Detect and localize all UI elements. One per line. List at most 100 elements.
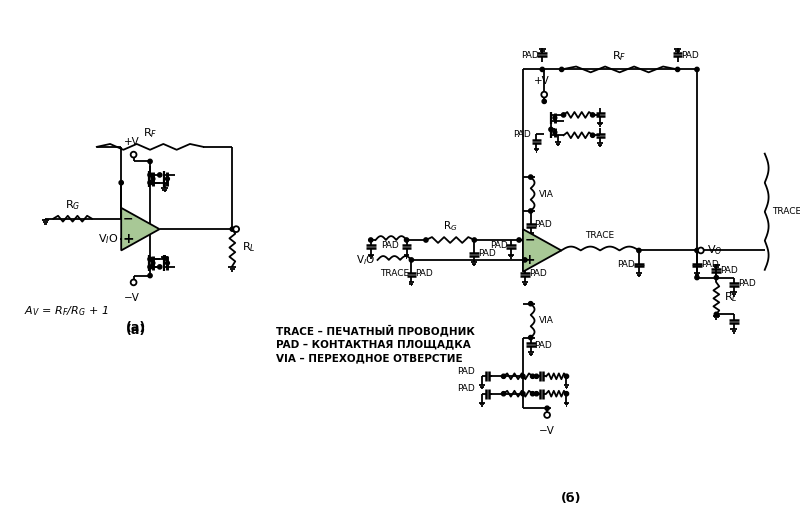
Text: VIA – ПЕРЕХОДНОЕ ОТВЕРСТИЕ: VIA – ПЕРЕХОДНОЕ ОТВЕРСТИЕ: [276, 353, 462, 363]
Circle shape: [559, 67, 564, 72]
Text: +: +: [122, 232, 134, 246]
Circle shape: [148, 159, 152, 164]
Circle shape: [695, 67, 699, 72]
Text: V$_I$O: V$_I$O: [356, 253, 375, 267]
Circle shape: [530, 374, 534, 379]
Circle shape: [230, 227, 234, 231]
Text: PAD: PAD: [457, 367, 474, 376]
Circle shape: [424, 238, 428, 242]
Circle shape: [564, 392, 569, 396]
Circle shape: [549, 127, 553, 131]
Circle shape: [529, 175, 533, 179]
Circle shape: [151, 177, 155, 181]
Circle shape: [502, 392, 506, 396]
Circle shape: [369, 238, 373, 242]
Text: PAD: PAD: [534, 220, 552, 229]
Circle shape: [545, 406, 550, 410]
Circle shape: [158, 173, 162, 177]
Text: PAD: PAD: [701, 260, 718, 269]
Text: R$_F$: R$_F$: [613, 49, 627, 63]
Circle shape: [148, 173, 152, 177]
Circle shape: [714, 276, 718, 280]
Circle shape: [151, 261, 155, 265]
Text: R$_G$: R$_G$: [443, 220, 458, 233]
Circle shape: [542, 92, 547, 98]
Text: PAD: PAD: [720, 266, 738, 275]
Text: PAD: PAD: [682, 51, 699, 60]
Circle shape: [522, 258, 527, 262]
Text: +V: +V: [124, 137, 139, 147]
Circle shape: [148, 257, 152, 261]
Circle shape: [534, 374, 538, 379]
Circle shape: [502, 374, 506, 379]
Text: R$_F$: R$_F$: [143, 126, 158, 140]
Circle shape: [521, 374, 525, 379]
Circle shape: [637, 248, 641, 252]
Circle shape: [695, 276, 699, 280]
Circle shape: [166, 261, 170, 265]
Text: R$_L$: R$_L$: [724, 290, 738, 304]
Text: PAD: PAD: [381, 241, 399, 250]
Circle shape: [130, 279, 137, 285]
Text: PAD: PAD: [521, 51, 538, 60]
Circle shape: [698, 248, 704, 253]
Text: A$_V$ = R$_F$/R$_G$ + 1: A$_V$ = R$_F$/R$_G$ + 1: [24, 305, 109, 318]
Circle shape: [148, 265, 152, 269]
Text: −V: −V: [124, 293, 139, 303]
Text: PAD: PAD: [490, 241, 507, 250]
Text: +V: +V: [534, 76, 550, 86]
Circle shape: [590, 113, 594, 117]
Text: −V: −V: [539, 426, 555, 436]
Text: (а): (а): [126, 324, 146, 337]
Circle shape: [158, 265, 162, 269]
Text: +: +: [524, 253, 535, 267]
Text: (б): (б): [561, 492, 582, 505]
Circle shape: [675, 67, 680, 72]
Circle shape: [540, 67, 545, 72]
Text: PAD: PAD: [618, 260, 635, 269]
Text: V$_I$O: V$_I$O: [98, 232, 118, 246]
Text: R$_L$: R$_L$: [242, 241, 256, 254]
Circle shape: [521, 392, 525, 396]
Text: TRACE: TRACE: [773, 207, 800, 216]
Text: PAD: PAD: [457, 384, 474, 393]
Circle shape: [695, 248, 699, 252]
Circle shape: [148, 274, 152, 278]
Circle shape: [544, 412, 550, 418]
Text: VIA: VIA: [539, 316, 554, 325]
Circle shape: [234, 226, 239, 232]
Text: PAD – КОНТАКТНАЯ ПЛОЩАДКА: PAD – КОНТАКТНАЯ ПЛОЩАДКА: [276, 340, 470, 350]
Circle shape: [148, 181, 152, 185]
Circle shape: [405, 238, 409, 242]
Circle shape: [564, 374, 569, 379]
Circle shape: [530, 392, 534, 396]
Circle shape: [553, 130, 557, 134]
Text: PAD: PAD: [513, 130, 530, 139]
Text: VIA: VIA: [539, 190, 554, 199]
Text: TRACE: TRACE: [380, 269, 409, 278]
Circle shape: [534, 392, 538, 396]
Text: R$_G$: R$_G$: [65, 198, 80, 212]
Text: −: −: [122, 212, 134, 225]
Text: TRACE: TRACE: [586, 231, 614, 240]
Circle shape: [542, 99, 546, 103]
Text: PAD: PAD: [415, 269, 433, 278]
Circle shape: [130, 152, 137, 157]
Text: V$_O$: V$_O$: [706, 243, 722, 257]
Circle shape: [529, 301, 533, 306]
Circle shape: [410, 258, 414, 262]
Circle shape: [517, 238, 521, 242]
Circle shape: [166, 177, 170, 181]
Circle shape: [119, 181, 123, 185]
Circle shape: [553, 116, 557, 120]
Text: PAD: PAD: [529, 269, 546, 278]
Circle shape: [590, 133, 594, 137]
Circle shape: [529, 209, 533, 213]
Circle shape: [714, 312, 718, 316]
Text: PAD: PAD: [534, 341, 552, 350]
Text: −: −: [525, 233, 535, 247]
Text: TRACE – ПЕЧАТНЫЙ ПРОВОДНИК: TRACE – ПЕЧАТНЫЙ ПРОВОДНИК: [276, 325, 474, 337]
Polygon shape: [121, 208, 159, 250]
Circle shape: [472, 238, 477, 242]
Text: PAD: PAD: [738, 279, 755, 288]
